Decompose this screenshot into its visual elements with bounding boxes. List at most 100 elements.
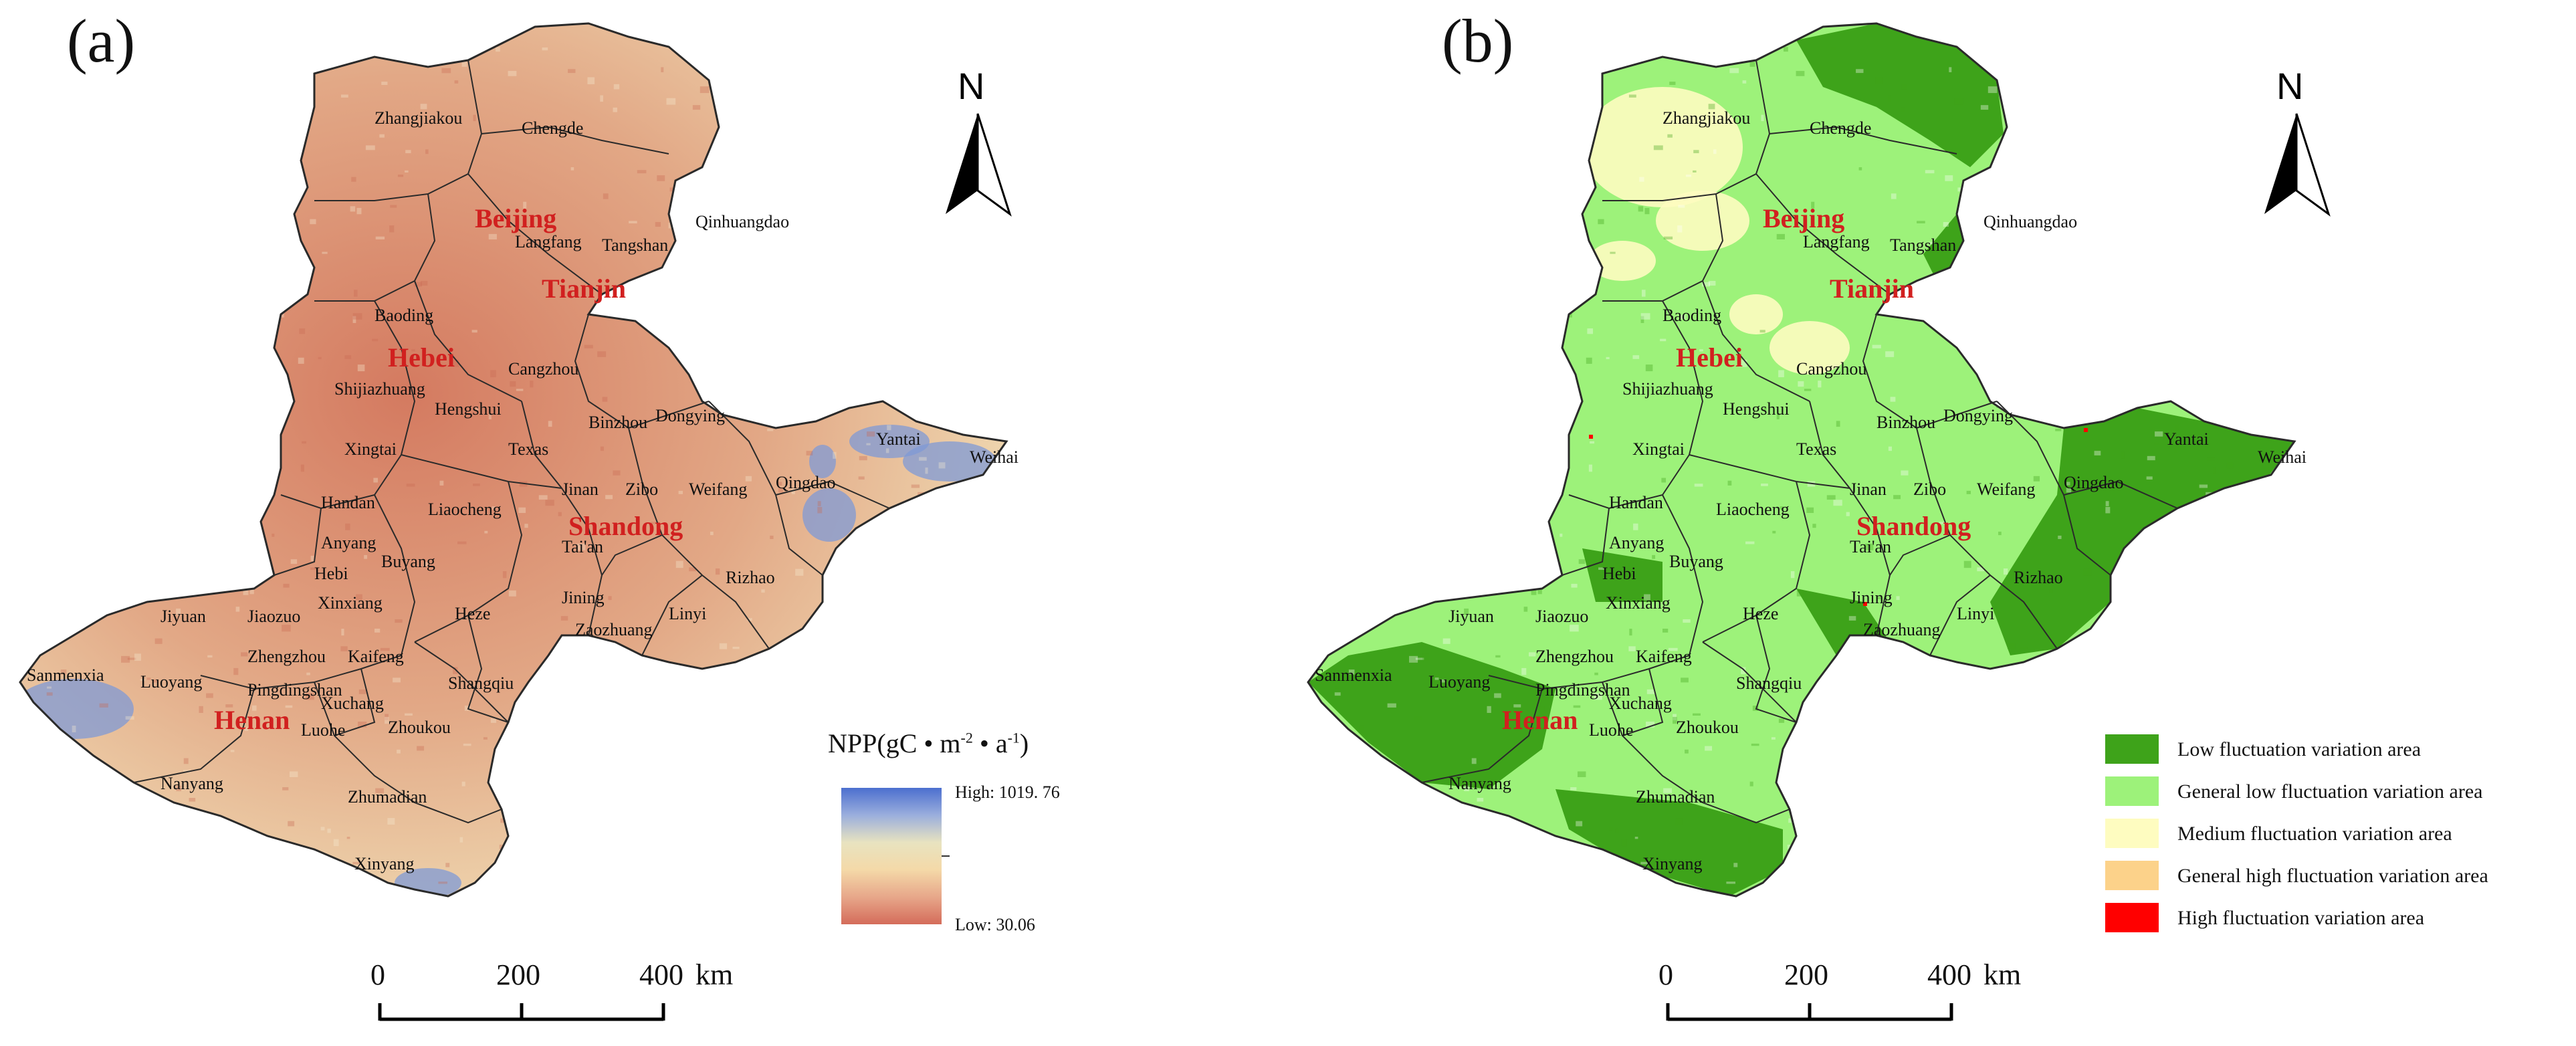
city-label: Chengde [1810, 118, 1871, 138]
city-label: Liaocheng [1716, 500, 1790, 519]
city-label: Zhumadian [348, 787, 427, 807]
city-label: Rizhao [2014, 568, 2063, 587]
legend-swatch [2105, 819, 2159, 848]
city-label: Jinan [562, 480, 599, 499]
admin-boundary [1916, 427, 2058, 649]
city-label: Zaozhuang [575, 620, 653, 639]
city-label: Baoding [374, 306, 433, 325]
city-label: Qingdao [2064, 473, 2124, 492]
city-label: Xingtai [1632, 439, 1685, 459]
npp-map: Chengde Zhangjiakou Qinhuangdao Langfang Tan… [19, 22, 1018, 1021]
city-label: Baoding [1662, 306, 1721, 325]
admin-boundary [314, 682, 502, 824]
admin-boundary [628, 427, 770, 649]
city-label: Zhangjiakou [374, 108, 462, 128]
npp-legend-low: Low: 30.06 [955, 915, 1035, 934]
province-label: Shandong [1856, 511, 1971, 541]
city-label: Rizhao [726, 568, 775, 587]
city-label: Jining [1850, 588, 1893, 607]
admin-boundary [414, 481, 523, 643]
admin-boundary [1602, 682, 1790, 824]
city-label: Handan [1609, 493, 1663, 512]
scale-tick-200: 200 [496, 958, 540, 991]
city-label: Hebi [314, 564, 348, 583]
city-label: Tai'an [562, 537, 603, 556]
city-label: Heze [1743, 604, 1778, 623]
scale-unit: km [695, 958, 734, 991]
north-arrow-icon [2264, 113, 2331, 217]
city-label: Hengshui [1723, 399, 1790, 419]
city-label: Sanmenxia [27, 665, 104, 685]
admin-boundary [401, 454, 562, 489]
region-outline [1307, 22, 2296, 898]
legend-item: General high fluctuation variation area [2105, 861, 2573, 896]
city-label: Xinyang [1642, 854, 1703, 873]
scale-bar [378, 1003, 665, 1021]
province-label: Tianjin [1830, 274, 1914, 304]
city-label: Shangqiu [1736, 673, 1802, 693]
legend-swatch [2105, 861, 2159, 890]
city-label: Tangshan [1890, 235, 1956, 255]
city-label: Zhengzhou [247, 647, 326, 666]
city-label: Weihai [970, 447, 1018, 467]
admin-boundary [601, 534, 663, 576]
city-label: Cangzhou [1796, 359, 1866, 379]
city-label: Zhoukou [1676, 718, 1739, 737]
city-label: Zhumadian [1636, 787, 1715, 807]
admin-boundary [1702, 481, 1811, 643]
city-label: Shijiazhuang [1622, 379, 1713, 399]
province-label: Hebei [388, 342, 455, 373]
north-arrow-icon [946, 113, 1012, 217]
fluctuation-legend: Low fluctuation variation area General lo… [2105, 734, 2573, 948]
admin-boundary [641, 574, 703, 656]
city-label: Xinyang [354, 854, 415, 873]
city-label: Binzhou [588, 413, 647, 432]
city-label: Shangqiu [448, 673, 514, 693]
province-label: Beijing [1763, 203, 1844, 233]
city-label: Xingtai [344, 439, 397, 459]
city-label: Anyang [321, 533, 376, 552]
legend-item: Low fluctuation variation area [2105, 734, 2573, 769]
legend-label: Low fluctuation variation area [2177, 738, 2422, 760]
city-label: Cangzhou [508, 359, 578, 379]
city-label: Jiaozuo [247, 607, 300, 626]
admin-boundary [574, 314, 710, 429]
scale-tick-400: 400 [1927, 958, 1971, 991]
city-label: Yantai [876, 429, 921, 449]
admin-boundary [1702, 641, 1797, 723]
city-label: Binzhou [1876, 413, 1935, 432]
npp-legend-title: NPP(gC • m-2 • a-1) [828, 728, 1029, 758]
admin-boundary [1862, 314, 1998, 429]
admin-boundary [1421, 688, 1543, 783]
city-label: Qinhuangdao [695, 212, 789, 231]
panel-label-a: (a) [67, 7, 136, 75]
legend-item: Medium fluctuation variation area [2105, 819, 2573, 853]
city-label: Xinxiang [1606, 593, 1671, 613]
city-label: Zhangjiakou [1662, 108, 1750, 128]
admin-boundary [414, 280, 522, 402]
admin-boundary [200, 494, 416, 690]
admin-boundary [467, 173, 603, 295]
city-label: Jiyuan [160, 607, 206, 626]
city-label: Weifang [1977, 480, 2035, 499]
north-letter: N [2276, 65, 2304, 107]
admin-boundary [414, 641, 509, 723]
admin-boundary [1929, 574, 1991, 656]
admin-boundary [1755, 173, 1891, 295]
city-label: Langfang [1803, 232, 1870, 251]
admin-boundary [521, 401, 603, 636]
city-label: Luohe [301, 720, 345, 740]
city-label: Luoyang [1428, 672, 1490, 692]
fluctuation-map-panel: (b) Chengde Zhangjiakou Qinhuangdao Langfan… [1288, 0, 2576, 1046]
city-label: Tai'an [1850, 537, 1891, 556]
admin-boundary [1562, 508, 1610, 576]
province-label: Henan [214, 705, 290, 735]
city-label: Zaozhuang [1863, 620, 1941, 639]
admin-boundary [1689, 454, 1850, 489]
scale-tick-400: 400 [639, 958, 683, 991]
admin-boundary [1769, 126, 1957, 154]
admin-boundary [1809, 401, 1891, 636]
city-label: Hebi [1602, 564, 1636, 583]
region-outline [19, 22, 1008, 898]
legend-label: High fluctuation variation area [2177, 907, 2425, 929]
